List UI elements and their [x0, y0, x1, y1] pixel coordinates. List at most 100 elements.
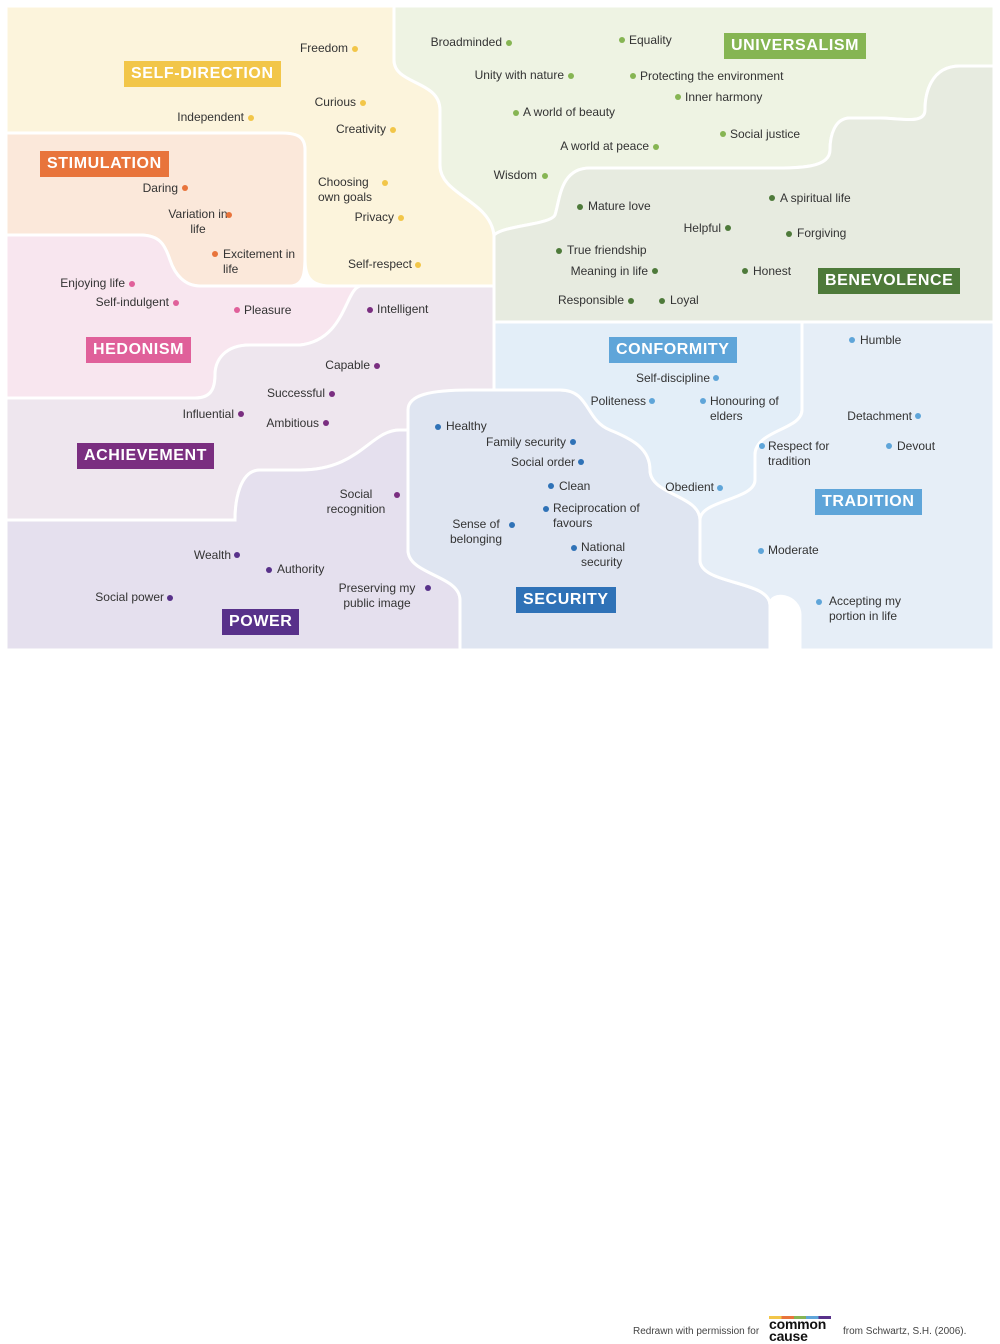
- credit-prefix: Redrawn with permission for: [633, 1326, 760, 1337]
- item-sense-of-belonging: Sense of belonging: [449, 517, 503, 546]
- credit-bar: Redrawn with permission for common cause…: [0, 655, 1000, 1343]
- item-meaning-in-life: Meaning in life: [570, 264, 648, 278]
- dot-true-friendship: [556, 248, 562, 254]
- item-loyal: Loyal: [670, 293, 699, 307]
- item-forgiving: Forgiving: [797, 226, 847, 240]
- dot-helpful: [725, 225, 731, 231]
- dot-excitement-in-life: [212, 251, 218, 257]
- item-responsible: Responsible: [557, 293, 624, 307]
- dot-sense-of-belonging: [509, 522, 515, 528]
- item-wisdom: Wisdom: [493, 168, 537, 182]
- dot-creativity: [390, 127, 396, 133]
- item-enjoying-life: Enjoying life: [60, 276, 125, 290]
- badge-achievement: ACHIEVEMENT: [77, 443, 215, 469]
- dot-meaning-in-life: [652, 268, 658, 274]
- item-choosing-own-goals: Choosing own goals: [318, 175, 373, 204]
- dot-broadminded: [506, 40, 512, 46]
- badge-security: SECURITY: [516, 587, 616, 613]
- item-true-friendship: True friendship: [567, 243, 647, 257]
- dot-choosing-own-goals: [382, 180, 388, 186]
- dot-social-justice: [720, 131, 726, 137]
- badge-power: POWER: [222, 609, 300, 635]
- item-influential: Influential: [182, 407, 234, 421]
- dot-influential: [238, 411, 244, 417]
- dot-loyal: [659, 298, 665, 304]
- item-humble: Humble: [860, 333, 902, 347]
- badge-tradition: TRADITION: [815, 489, 922, 515]
- item-helpful: Helpful: [683, 221, 721, 235]
- dot-preserving-public-image: [425, 585, 431, 591]
- item-broadminded: Broadminded: [430, 35, 502, 49]
- dot-privacy: [398, 215, 404, 221]
- item-privacy: Privacy: [354, 210, 394, 224]
- dot-spiritual-life: [769, 195, 775, 201]
- dot-reciprocation: [543, 506, 549, 512]
- item-self-discipline: Self-discipline: [635, 371, 710, 385]
- item-creativity: Creativity: [335, 122, 386, 136]
- item-authority: Authority: [277, 562, 325, 576]
- dot-independent: [248, 115, 254, 121]
- item-social-power: Social power: [95, 590, 164, 604]
- badge-stimulation: STIMULATION: [40, 151, 169, 177]
- item-curious: Curious: [314, 95, 356, 109]
- dot-forgiving: [786, 231, 792, 237]
- dot-protecting-environment: [630, 73, 636, 79]
- item-politeness: Politeness: [590, 394, 646, 408]
- item-social-recognition: Social recognition: [326, 487, 386, 516]
- item-intelligent: Intelligent: [377, 302, 429, 316]
- dot-self-indulgent: [173, 300, 179, 306]
- item-mature-love: Mature love: [588, 199, 651, 213]
- dot-devout: [886, 443, 892, 449]
- dot-mature-love: [577, 204, 583, 210]
- dot-world-of-beauty: [513, 110, 519, 116]
- values-map: SELF-DIRECTION UNIVERSALISM STIMULATION …: [4, 4, 996, 652]
- dot-variation-in-life: [226, 212, 232, 218]
- dot-daring: [182, 185, 188, 191]
- item-social-justice: Social justice: [730, 127, 801, 141]
- item-protecting-environment: Protecting the environment: [640, 69, 784, 83]
- dot-family-security: [570, 439, 576, 445]
- badge-hedonism: HEDONISM: [86, 337, 192, 363]
- item-freedom: Freedom: [299, 41, 348, 55]
- item-spiritual-life: A spiritual life: [780, 191, 851, 205]
- dot-clean: [548, 483, 554, 489]
- dot-social-power: [167, 595, 173, 601]
- item-world-at-peace: A world at peace: [560, 139, 649, 153]
- item-obedient: Obedient: [665, 480, 714, 494]
- item-world-of-beauty: A world of beauty: [523, 105, 616, 119]
- item-ambitious: Ambitious: [266, 416, 319, 430]
- dot-wealth: [234, 552, 240, 558]
- item-independent: Independent: [177, 110, 244, 124]
- item-preserving-public-image: Preserving my public image: [338, 581, 416, 610]
- dot-wisdom: [542, 173, 548, 179]
- dot-freedom: [352, 46, 358, 52]
- dot-unity-with-nature: [568, 73, 574, 79]
- item-pleasure: Pleasure: [244, 303, 292, 317]
- item-honouring-elders: Honouring of elders: [710, 394, 779, 423]
- dot-world-at-peace: [653, 144, 659, 150]
- dot-honest: [742, 268, 748, 274]
- item-variation-in-life: Variation in life: [168, 207, 228, 236]
- item-devout: Devout: [897, 439, 936, 453]
- dot-honouring-elders: [700, 398, 706, 404]
- dot-inner-harmony: [675, 94, 681, 100]
- dot-equality: [619, 37, 625, 43]
- item-capable: Capable: [325, 358, 370, 372]
- dot-humble: [849, 337, 855, 343]
- item-accepting-portion: Accepting my portion in life: [829, 594, 902, 623]
- dot-social-order: [578, 459, 584, 465]
- item-social-order: Social order: [510, 455, 575, 469]
- item-inner-harmony: Inner harmony: [685, 90, 763, 104]
- dot-successful: [329, 391, 335, 397]
- item-family-security: Family security: [485, 435, 566, 449]
- dot-curious: [360, 100, 366, 106]
- item-clean: Clean: [559, 479, 591, 493]
- dot-authority: [266, 567, 272, 573]
- item-self-respect: Self-respect: [347, 257, 412, 271]
- item-honest: Honest: [753, 264, 792, 278]
- dot-self-discipline: [713, 375, 719, 381]
- item-detachment: Detachment: [847, 409, 912, 423]
- dot-obedient: [717, 485, 723, 491]
- item-unity-with-nature: Unity with nature: [474, 68, 564, 82]
- dot-healthy: [435, 424, 441, 430]
